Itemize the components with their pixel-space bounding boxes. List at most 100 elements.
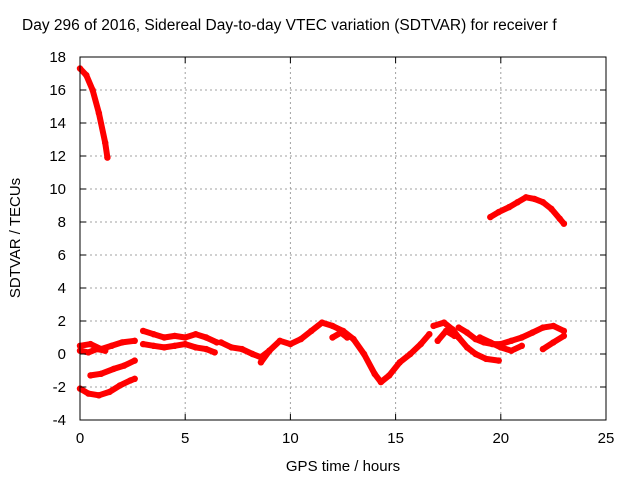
data-point: [487, 213, 494, 221]
data-point: [529, 329, 536, 336]
data-point: [539, 199, 547, 206]
data-point: [161, 344, 168, 351]
data-point: [539, 324, 547, 331]
data-point: [131, 337, 138, 344]
x-tick-label: 20: [492, 430, 509, 447]
data-point: [203, 334, 210, 341]
data-point: [297, 335, 305, 343]
data-point: [85, 349, 92, 356]
data-point: [161, 334, 168, 341]
data-point: [344, 334, 351, 341]
y-tick-label: 16: [49, 82, 66, 99]
data-point: [131, 357, 138, 364]
data-point: [171, 342, 178, 349]
data-series: [434, 327, 458, 344]
data-point: [451, 332, 458, 340]
data-series-line: [487, 194, 567, 227]
data-point: [463, 329, 471, 336]
data-point: [308, 327, 315, 335]
data-point: [89, 86, 96, 94]
data-point: [106, 388, 113, 396]
data-series: [539, 332, 568, 353]
plot-frame: [79, 56, 607, 421]
data-point: [203, 345, 210, 353]
data-point: [531, 195, 538, 203]
data-point: [85, 390, 92, 397]
data-point: [182, 334, 189, 341]
data-point: [87, 340, 94, 348]
data-point: [118, 339, 126, 346]
data-point: [417, 340, 424, 348]
data-point: [104, 154, 111, 161]
data-point: [360, 350, 368, 358]
data-point: [139, 327, 147, 335]
x-tick-label: 25: [598, 430, 615, 447]
data-point: [539, 345, 547, 353]
data-point: [482, 355, 490, 363]
data-point: [407, 350, 414, 358]
data-point: [257, 359, 265, 366]
data-point: [495, 357, 502, 364]
data-point: [508, 347, 515, 354]
data-point: [472, 350, 479, 358]
data-point: [276, 337, 284, 344]
data-point: [150, 342, 157, 349]
data-point: [329, 322, 336, 330]
data-point: [434, 337, 441, 344]
data-point: [116, 382, 124, 389]
data-series: [76, 375, 138, 399]
data-point: [108, 342, 115, 349]
data-point: [287, 340, 294, 348]
data-point: [386, 372, 393, 379]
data-series: [139, 327, 220, 346]
data-point: [508, 337, 515, 344]
data-series-layer: [76, 65, 568, 399]
data-point: [87, 372, 94, 379]
data-point: [440, 319, 448, 326]
y-axis-title: SDTVAR / TECUs: [7, 178, 24, 298]
data-point: [455, 324, 462, 331]
data-point: [93, 345, 101, 353]
data-series: [139, 340, 218, 356]
data-point: [497, 344, 504, 351]
data-series: [257, 319, 433, 386]
data-point: [217, 339, 225, 346]
data-point: [192, 344, 199, 351]
data-point: [110, 365, 117, 373]
data-point: [514, 199, 521, 206]
data-point: [95, 109, 103, 117]
data-point: [550, 339, 557, 346]
data-point: [150, 331, 157, 338]
data-point: [337, 329, 345, 336]
data-point: [121, 362, 128, 369]
data-point: [238, 345, 246, 353]
data-point: [266, 347, 273, 354]
data-point: [556, 215, 563, 222]
data-point: [518, 334, 525, 341]
x-axis-title: GPS time / hours: [286, 458, 400, 475]
data-series: [76, 65, 111, 161]
y-tick-label: 14: [49, 115, 66, 132]
x-tick-label: 0: [76, 430, 84, 447]
data-point: [95, 392, 103, 399]
y-tick-label: 10: [49, 181, 66, 198]
y-tick-label: 18: [49, 49, 66, 66]
data-point: [550, 322, 557, 330]
x-tick-label: 10: [282, 430, 299, 447]
data-series: [430, 319, 502, 364]
y-tick-label: -4: [53, 412, 66, 429]
data-point: [171, 332, 178, 340]
data-series: [329, 329, 351, 341]
data-point: [442, 327, 450, 335]
data-point: [560, 327, 568, 335]
data-point: [102, 347, 109, 354]
grid-lines: [80, 57, 606, 420]
data-point: [495, 208, 502, 216]
data-series: [487, 194, 568, 227]
data-point: [192, 331, 199, 338]
chart-title: Day 296 of 2016, Sidereal Day-to-day VTE…: [22, 17, 557, 34]
data-point: [371, 370, 378, 377]
data-point: [350, 335, 357, 343]
data-point: [211, 349, 218, 356]
